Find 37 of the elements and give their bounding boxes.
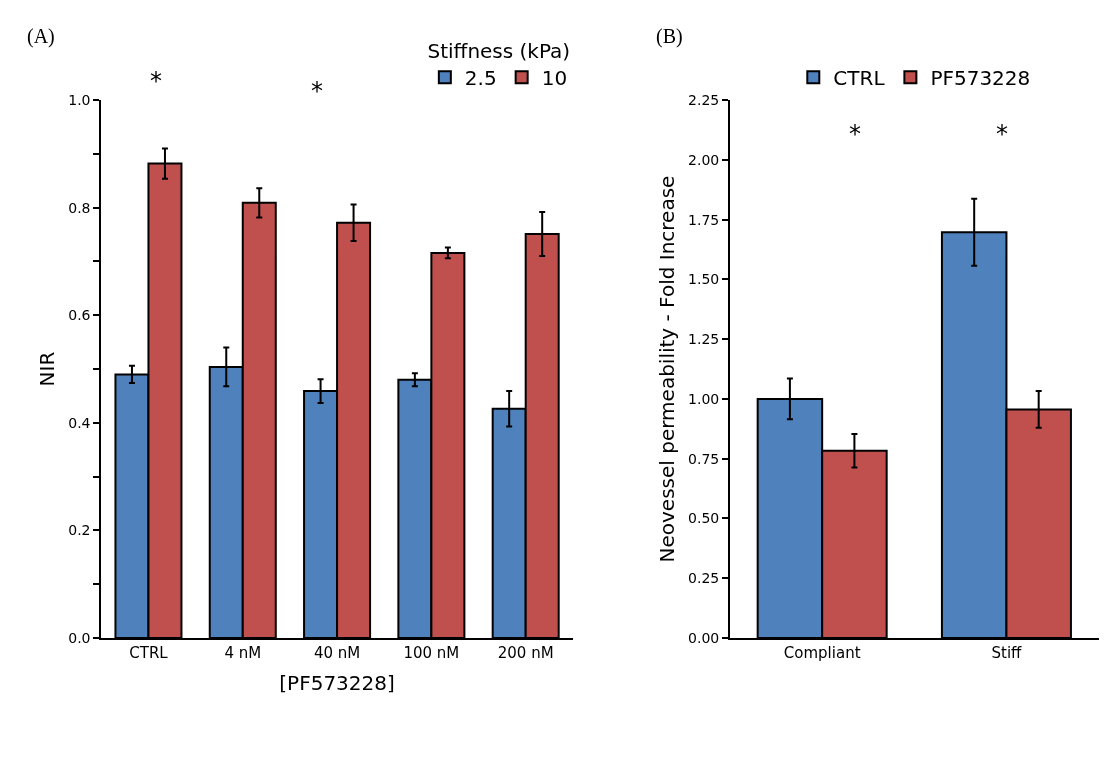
y-tick-label: 2.00: [688, 151, 720, 168]
annotation: *: [996, 120, 1008, 148]
y-tick-label: 0.75: [688, 450, 720, 467]
y-tick-label: 1.00: [688, 390, 720, 407]
y-tick-label: 0.50: [688, 510, 720, 527]
y-tick-label: 0.00: [688, 629, 720, 646]
x-tick-label: CTRL: [129, 643, 169, 662]
x-tick-label: 4 nM: [224, 643, 262, 662]
legend-label: 2.5: [464, 66, 497, 91]
legend-label: PF573228: [930, 66, 1031, 91]
x-tick-label: Stiff: [991, 643, 1023, 662]
y-axis-title: Neovessel permeability - Fold Increase: [655, 175, 680, 563]
legend-title: Stiffness (kPa): [427, 38, 571, 63]
y-tick-label: 1.50: [688, 271, 720, 288]
annotation: *: [849, 120, 861, 148]
y-tick-label: 0.2: [68, 522, 91, 539]
y-tick-label: 0.25: [688, 570, 720, 587]
y-tick-label: 0.6: [68, 307, 91, 324]
legend-label: CTRL: [833, 66, 886, 91]
y-tick-label: 2.25: [688, 92, 720, 109]
legend-label: 10: [541, 66, 568, 91]
text: *: [150, 67, 162, 95]
x-tick-label: 40 nM: [313, 643, 361, 662]
x-tick-label: Compliant: [783, 643, 861, 662]
y-tick-label: 0.0: [68, 629, 91, 646]
text: (B): [656, 25, 683, 48]
x-tick-label: 200 nM: [497, 643, 554, 662]
x-tick-label: 100 nM: [403, 643, 460, 662]
y-axis-title: NIR: [35, 351, 60, 387]
y-tick-label: 1.0: [68, 92, 91, 109]
text: (A): [27, 25, 55, 48]
y-tick-label: 1.75: [688, 211, 720, 228]
x-axis-title: [PF573228]: [279, 670, 395, 695]
y-tick-label: 0.8: [68, 199, 91, 216]
y-tick-label: 1.25: [688, 331, 720, 348]
annotation: *: [311, 77, 323, 105]
y-tick-label: 0.4: [68, 414, 91, 431]
